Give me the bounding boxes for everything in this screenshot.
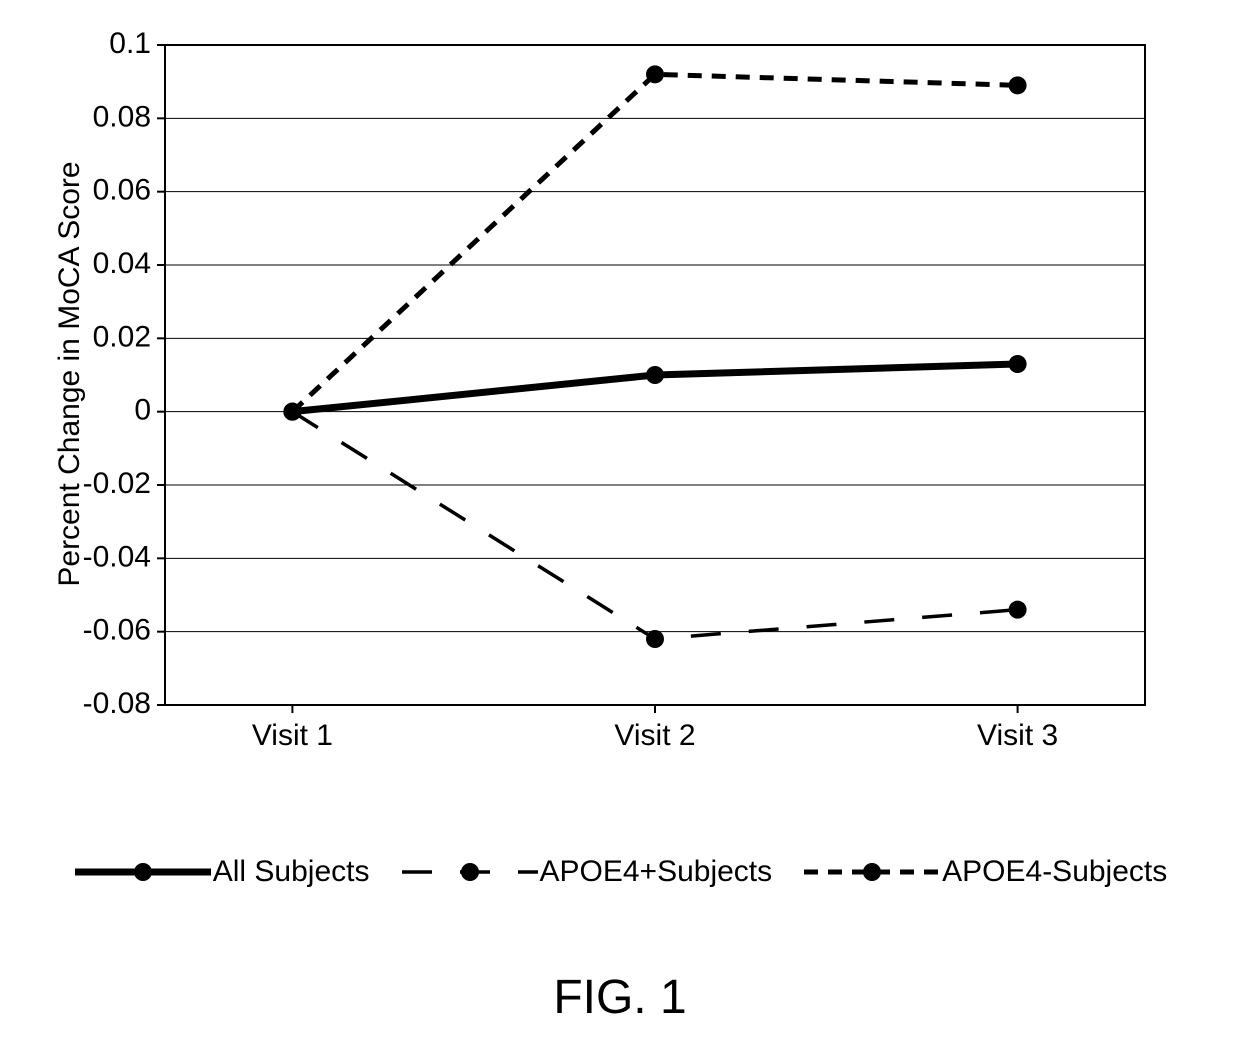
svg-text:-0.02: -0.02 — [83, 467, 151, 500]
legend: All Subjects APOE4+Subjects APOE4-Subjects — [0, 855, 1240, 889]
legend-label: APOE4-Subjects — [942, 855, 1167, 889]
svg-text:0.06: 0.06 — [93, 174, 151, 207]
legend-item: APOE4-Subjects — [802, 855, 1167, 889]
legend-item: APOE4+Subjects — [400, 855, 773, 889]
legend-item: All Subjects — [73, 855, 370, 889]
legend-label: All Subjects — [213, 855, 370, 889]
y-axis-title: Percent Change in MoCA Score — [53, 144, 87, 604]
svg-text:-0.06: -0.06 — [83, 614, 151, 647]
legend-label: APOE4+Subjects — [540, 855, 773, 889]
svg-text:0.02: 0.02 — [93, 320, 151, 353]
line-chart: -0.08 -0.06 -0.04 -0.02 0 0.02 0.04 0.06 0.08 0.1… — [0, 0, 1240, 1053]
svg-text:-0.04: -0.04 — [83, 540, 151, 573]
svg-text:0.1: 0.1 — [109, 27, 151, 60]
figure-caption: FIG. 1 — [0, 970, 1240, 1025]
svg-text:0: 0 — [134, 394, 151, 427]
svg-text:0.04: 0.04 — [93, 247, 151, 280]
chart-container: -0.08 -0.06 -0.04 -0.02 0 0.02 0.04 0.06 0.08 0.1… — [0, 0, 1240, 1053]
legend-swatch — [73, 860, 213, 884]
legend-swatch — [400, 860, 540, 884]
legend-swatch — [802, 860, 942, 884]
svg-text:Visit 1: Visit 1 — [252, 719, 333, 752]
svg-text:Visit 3: Visit 3 — [977, 719, 1058, 752]
svg-text:0.08: 0.08 — [93, 100, 151, 133]
svg-text:-0.08: -0.08 — [83, 687, 151, 720]
svg-text:Visit 2: Visit 2 — [614, 719, 695, 752]
